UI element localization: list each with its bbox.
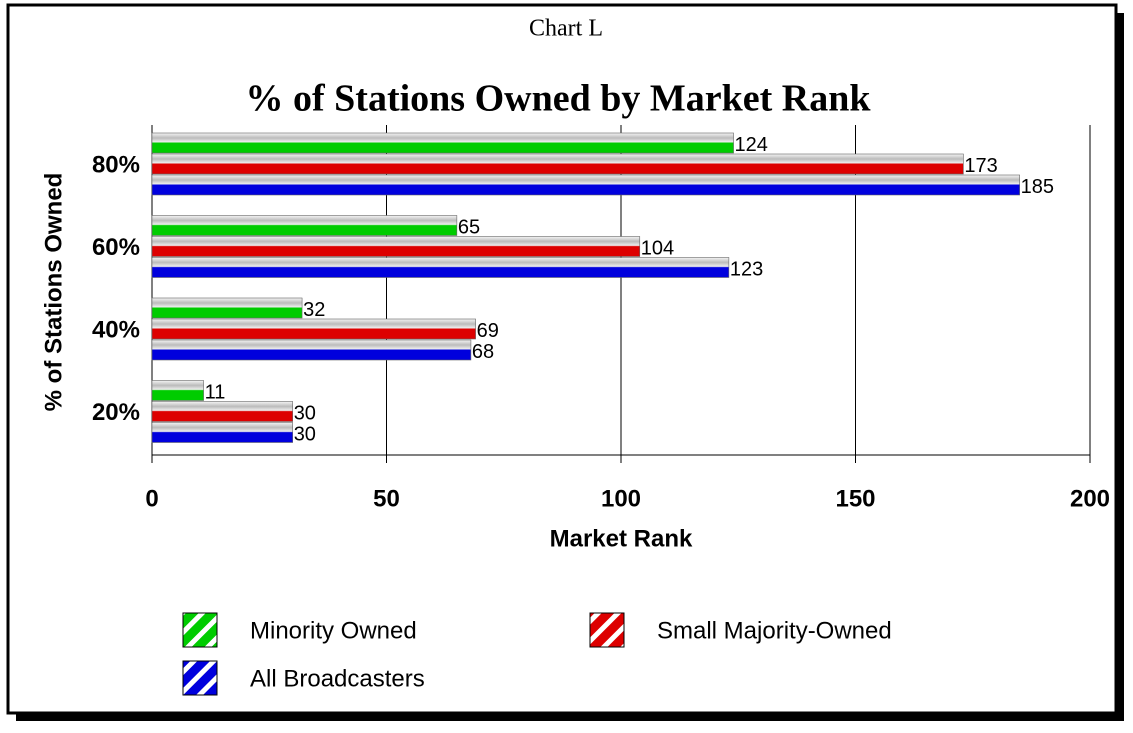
legend-swatch bbox=[589, 612, 625, 648]
y-tick-label: 80% bbox=[92, 152, 140, 179]
x-tick-label: 0 bbox=[145, 485, 158, 512]
chart-header: Chart L bbox=[529, 16, 603, 42]
data-label: 173 bbox=[964, 155, 997, 177]
bar bbox=[151, 153, 964, 175]
data-label: 32 bbox=[303, 299, 325, 321]
x-axis-label: Market Rank bbox=[550, 525, 693, 552]
legend-label: Small Majority-Owned bbox=[657, 617, 892, 644]
bar bbox=[151, 297, 303, 319]
x-tick-label: 150 bbox=[835, 485, 875, 512]
legend-swatch bbox=[182, 612, 218, 648]
data-label: 69 bbox=[477, 320, 499, 342]
data-label: 123 bbox=[730, 258, 763, 280]
bar bbox=[151, 257, 730, 278]
x-tick-label: 50 bbox=[373, 485, 400, 512]
data-label: 68 bbox=[472, 341, 494, 363]
y-axis-label: % of Stations Owned bbox=[40, 173, 67, 412]
data-label: 65 bbox=[458, 216, 480, 238]
y-tick-label: 40% bbox=[92, 317, 140, 344]
bar bbox=[151, 422, 293, 443]
chart-title: % of Stations Owned by Market Rank bbox=[246, 78, 872, 120]
legend-label: All Broadcasters bbox=[250, 665, 425, 692]
bar bbox=[151, 215, 458, 236]
bar bbox=[151, 339, 472, 361]
bar bbox=[151, 380, 204, 401]
bar bbox=[151, 174, 1020, 196]
data-label: 30 bbox=[294, 423, 316, 445]
data-label: 11 bbox=[205, 381, 226, 403]
x-tick-label: 100 bbox=[601, 485, 641, 512]
x-tick-label: 200 bbox=[1070, 485, 1110, 512]
bar bbox=[151, 401, 293, 422]
bar bbox=[151, 132, 734, 154]
data-label: 124 bbox=[735, 134, 768, 156]
y-tick-label: 60% bbox=[92, 234, 140, 261]
data-label: 30 bbox=[294, 402, 316, 424]
y-tick-label: 20% bbox=[92, 399, 140, 426]
bar bbox=[151, 236, 641, 257]
data-label: 104 bbox=[641, 237, 674, 259]
data-label: 185 bbox=[1021, 176, 1054, 198]
legend-label: Minority Owned bbox=[250, 617, 417, 644]
bar bbox=[151, 318, 476, 340]
legend-swatch bbox=[182, 660, 218, 696]
